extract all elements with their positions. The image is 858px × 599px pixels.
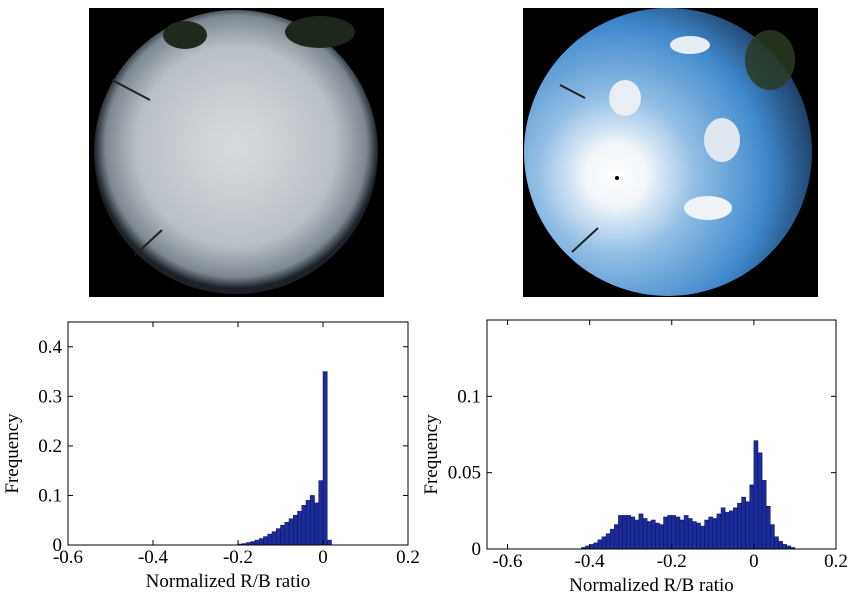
y-axis-label: Frequency <box>2 413 23 494</box>
bar <box>701 526 705 549</box>
x-tick-label: 0.2 <box>824 551 848 572</box>
bar <box>737 503 741 549</box>
y-axis-label: Frequency <box>421 414 442 495</box>
bar <box>668 515 672 549</box>
y-tick-label: 0.2 <box>38 436 62 457</box>
bar <box>774 537 778 549</box>
clear-sky-image <box>523 8 818 297</box>
bar <box>281 525 285 545</box>
bar <box>598 540 602 549</box>
bar <box>742 497 746 549</box>
bar <box>647 522 651 549</box>
bar <box>692 522 696 549</box>
bar <box>276 529 280 545</box>
bar <box>733 508 737 549</box>
bar <box>729 511 733 549</box>
bar <box>259 539 263 545</box>
bar <box>293 515 297 545</box>
bar <box>779 541 783 549</box>
bar <box>302 505 306 545</box>
bar <box>709 517 713 549</box>
plot-frame <box>68 322 408 545</box>
x-tick-label: -0.2 <box>223 547 253 568</box>
bar <box>618 515 622 549</box>
bar <box>684 515 688 549</box>
x-axis-label: Normalized R/B ratio <box>146 571 311 592</box>
bar <box>758 453 762 549</box>
bar <box>627 515 631 549</box>
bar <box>762 480 766 549</box>
bar <box>783 544 787 549</box>
bar <box>606 534 610 549</box>
bar <box>590 544 594 549</box>
bar <box>676 517 680 549</box>
x-tick-label: -0.2 <box>657 551 687 572</box>
bar <box>306 500 310 545</box>
x-tick-label: 0.2 <box>396 547 420 568</box>
bar <box>319 481 323 545</box>
bar <box>696 523 700 549</box>
bar <box>327 540 331 545</box>
bar <box>659 525 663 549</box>
figure: -0.6 -0.4 -0.2 0 0.2 0 0.1 0.2 0.3 0.4 Normalized … <box>0 0 858 599</box>
bar <box>251 542 255 545</box>
y-tick-label: 0.4 <box>38 337 62 358</box>
bar <box>766 506 770 549</box>
bar <box>746 502 750 549</box>
bar <box>672 515 676 549</box>
bar <box>688 518 692 549</box>
x-axis-label: Normalized R/B ratio <box>569 575 734 596</box>
bar <box>725 512 729 549</box>
bar <box>285 522 289 545</box>
bar <box>264 537 268 545</box>
overcast-sky-image <box>89 8 384 297</box>
y-tick-label: 0 <box>472 539 482 560</box>
bar <box>594 543 598 549</box>
bar <box>713 518 717 549</box>
y-tick-label: 0 <box>53 535 63 556</box>
bar <box>750 485 754 549</box>
bar <box>643 518 647 549</box>
bar <box>651 520 655 549</box>
plot-frame <box>487 320 836 549</box>
bar <box>622 515 626 549</box>
bar <box>631 517 635 549</box>
bar <box>635 520 639 549</box>
bar <box>754 441 758 549</box>
x-tick-label: 0 <box>318 547 328 568</box>
bar <box>255 540 259 545</box>
bar <box>705 520 709 549</box>
bar <box>315 503 319 545</box>
bar <box>717 514 721 549</box>
x-tick-label: -0.4 <box>575 551 606 572</box>
bar <box>680 520 684 549</box>
y-tick-label: 0.1 <box>38 485 62 506</box>
bar <box>298 511 302 545</box>
bar <box>664 517 668 549</box>
bar <box>310 495 314 545</box>
bar <box>721 508 725 549</box>
bar <box>602 537 606 549</box>
bar <box>272 532 276 545</box>
bar <box>614 525 618 549</box>
bar <box>268 534 272 545</box>
bar <box>323 372 327 545</box>
bar <box>289 519 293 545</box>
bar <box>655 523 659 549</box>
x-tick-label: -0.4 <box>138 547 169 568</box>
bar <box>610 529 614 549</box>
y-tick-label: 0.3 <box>38 386 62 407</box>
y-tick-label: 0.1 <box>457 386 481 407</box>
y-tick-label: 0.05 <box>448 463 481 484</box>
x-tick-label: 0 <box>749 551 759 572</box>
x-tick-label: -0.6 <box>492 551 522 572</box>
bar <box>770 525 774 549</box>
bar <box>639 514 643 549</box>
